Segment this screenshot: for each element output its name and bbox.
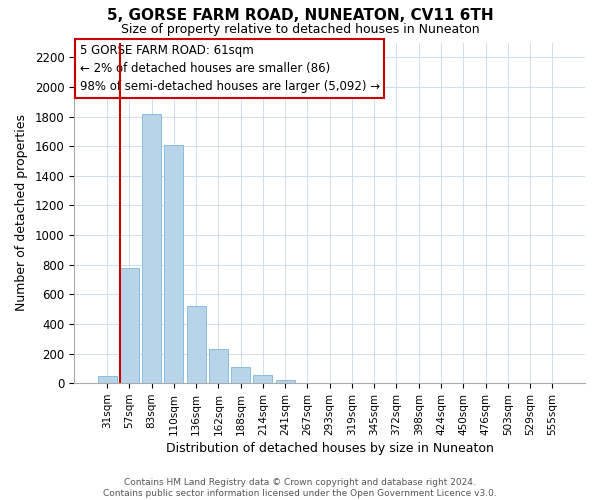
Text: 5, GORSE FARM ROAD, NUNEATON, CV11 6TH: 5, GORSE FARM ROAD, NUNEATON, CV11 6TH	[107, 8, 493, 22]
Bar	[142, 114, 161, 383]
Bar	[120, 268, 139, 383]
Text: Size of property relative to detached houses in Nuneaton: Size of property relative to detached ho…	[121, 22, 479, 36]
Bar	[187, 306, 206, 383]
Text: Contains HM Land Registry data © Crown copyright and database right 2024.
Contai: Contains HM Land Registry data © Crown c…	[103, 478, 497, 498]
X-axis label: Distribution of detached houses by size in Nuneaton: Distribution of detached houses by size …	[166, 442, 494, 455]
Bar	[209, 349, 228, 383]
Bar	[253, 375, 272, 383]
Text: 5 GORSE FARM ROAD: 61sqm
← 2% of detached houses are smaller (86)
98% of semi-de: 5 GORSE FARM ROAD: 61sqm ← 2% of detache…	[80, 44, 380, 93]
Y-axis label: Number of detached properties: Number of detached properties	[15, 114, 28, 312]
Bar	[164, 144, 184, 383]
Bar	[231, 367, 250, 383]
Bar	[276, 380, 295, 383]
Bar	[98, 376, 116, 383]
